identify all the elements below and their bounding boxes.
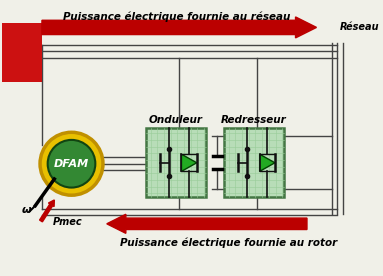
Text: Onduleur: Onduleur — [149, 115, 203, 125]
Bar — [2, 23, 42, 82]
Text: Pmec: Pmec — [52, 217, 82, 227]
FancyArrow shape — [39, 200, 54, 222]
Polygon shape — [182, 154, 197, 171]
Text: Redresseur: Redresseur — [221, 115, 287, 125]
FancyArrow shape — [107, 214, 307, 233]
Bar — [224, 128, 284, 197]
Polygon shape — [260, 154, 275, 171]
Bar — [146, 128, 206, 197]
Circle shape — [47, 140, 95, 188]
Text: ω: ω — [22, 205, 31, 215]
Text: Puissance électrique fournie au réseau: Puissance électrique fournie au réseau — [63, 12, 290, 22]
Text: Réseau: Réseau — [339, 22, 379, 32]
Text: DFAM: DFAM — [54, 159, 89, 169]
Text: Puissance électrique fournie au rotor: Puissance électrique fournie au rotor — [120, 238, 337, 248]
Circle shape — [40, 132, 103, 195]
FancyArrow shape — [42, 17, 316, 38]
